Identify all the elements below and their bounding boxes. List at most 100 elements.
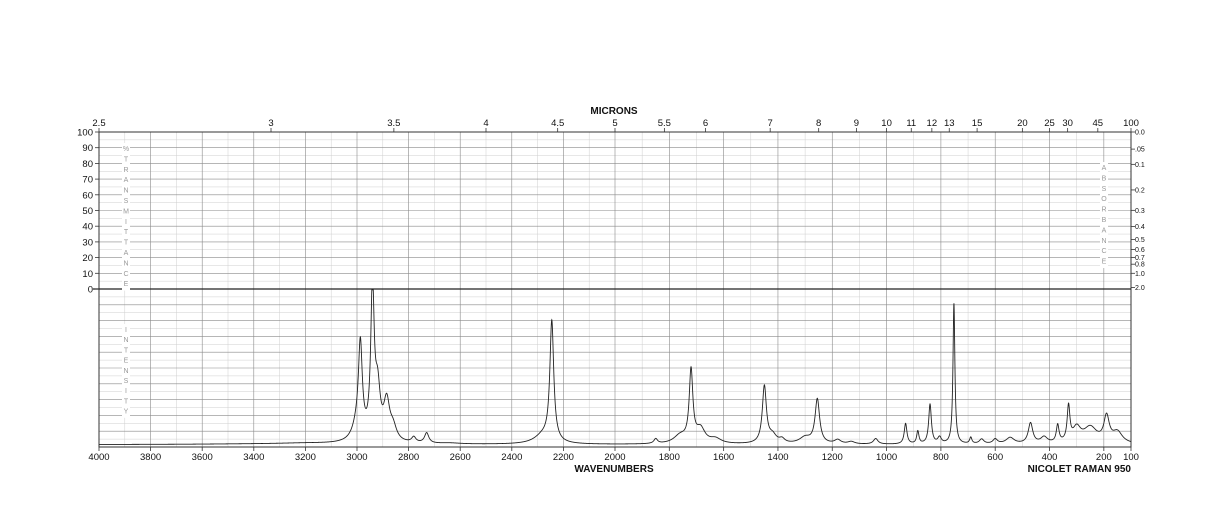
absorbance-label-letter: B xyxy=(1102,175,1107,182)
transmittance-tick-label: 20 xyxy=(82,253,93,264)
micron-tick-label: 100 xyxy=(1123,118,1139,129)
transmittance-tick-label: 0 xyxy=(88,285,93,296)
transmittance-label-letter: T xyxy=(124,156,129,163)
intensity-label-letter: N xyxy=(123,368,128,375)
transmittance-label-letter: S xyxy=(124,198,129,205)
transmittance-label-letter: N xyxy=(123,188,128,195)
absorbance-tick-label: 0.4 xyxy=(1135,224,1145,231)
micron-tick-label: 10 xyxy=(881,118,892,129)
x-tick-label: 2400 xyxy=(501,452,522,463)
wavenumber-axis: 4000 3800 3600 3400 3200 3000 2800 2600 2400 2200… xyxy=(88,447,1139,463)
transmittance-label-letter: E xyxy=(124,281,129,288)
x-tick-label: 2200 xyxy=(553,452,574,463)
transmittance-label-letter: N xyxy=(123,260,128,267)
intensity-label-letter: I xyxy=(125,388,127,395)
micron-tick-label: 6 xyxy=(703,118,708,129)
absorbance-tick-label: 0.1 xyxy=(1135,162,1145,169)
transmittance-label-letter: T xyxy=(124,240,129,247)
transmittance-tick-label: 90 xyxy=(82,143,93,154)
instrument-label: NICOLET RAMAN 950 xyxy=(1028,464,1132,475)
x-tick-label: 2000 xyxy=(604,452,625,463)
absorbance-axis: 0.0 .05 0.1 0.2 0.3 0.4 0.5 0.60.70.8 1.0 2.0 xyxy=(1131,130,1145,292)
transmittance-label-letter: M xyxy=(123,208,129,215)
absorbance-tick-label: .05 xyxy=(1135,147,1145,154)
x-tick-label: 1200 xyxy=(822,452,843,463)
absorbance-label-letter: A xyxy=(1102,227,1107,234)
micron-tick-label: 3 xyxy=(268,118,273,129)
transmittance-tick-label: 40 xyxy=(82,222,93,233)
micron-tick-label: 5.5 xyxy=(658,118,671,129)
micron-tick-label: 3.5 xyxy=(387,118,400,129)
absorbance-tick-label: 0.2 xyxy=(1135,187,1145,194)
transmittance-tick-label: 70 xyxy=(82,175,93,186)
microns-axis: 2.5 3 3.5 4 4.5 5 5.5 6 7 8 9 10 11 12 13 15 20 25 30 45 100 xyxy=(92,118,1139,132)
x-tick-label: 800 xyxy=(933,452,949,463)
absorbance-label-letter: O xyxy=(1101,196,1107,203)
transmittance-label-backdrop xyxy=(122,143,130,291)
micron-tick-label: 5 xyxy=(612,118,617,129)
x-tick-label: 1800 xyxy=(659,452,680,463)
micron-tick-label: 4 xyxy=(483,118,488,129)
micron-tick-label: 45 xyxy=(1093,118,1104,129)
micron-tick-label: 13 xyxy=(944,118,955,129)
micron-tick-label: 8 xyxy=(816,118,821,129)
x-tick-label: 3000 xyxy=(346,452,367,463)
intensity-label-backdrop xyxy=(122,324,130,418)
x-tick-label: 1000 xyxy=(876,452,897,463)
x-axis-label: WAVENUMBERS xyxy=(574,464,654,475)
micron-tick-label: 9 xyxy=(854,118,859,129)
intensity-label-letter: T xyxy=(124,347,129,354)
transmittance-label-letter: T xyxy=(124,229,129,236)
absorbance-label-letter: C xyxy=(1101,248,1106,255)
transmittance-label-letter: % xyxy=(123,146,129,153)
spectrum-series-line xyxy=(99,289,1132,445)
absorbance-tick-label: 0.0 xyxy=(1135,130,1145,137)
absorbance-label-letter: E xyxy=(1102,259,1107,266)
micron-tick-label: 4.5 xyxy=(551,118,564,129)
micron-tick-label: 2.5 xyxy=(92,118,105,129)
absorbance-label-letter: N xyxy=(1101,238,1106,245)
absorbance-tick-label: 0.7 xyxy=(1135,255,1145,262)
intensity-label-letter: N xyxy=(123,337,128,344)
x-tick-label: 1400 xyxy=(767,452,788,463)
transmittance-tick-label: 60 xyxy=(82,190,93,201)
transmittance-label-letter: A xyxy=(124,177,129,184)
x-tick-label: 1600 xyxy=(713,452,734,463)
micron-tick-label: 30 xyxy=(1062,118,1073,129)
x-tick-label: 200 xyxy=(1096,452,1112,463)
x-tick-label: 400 xyxy=(1042,452,1058,463)
absorbance-tick-label: 0.6 xyxy=(1135,247,1145,254)
micron-tick-label: 11 xyxy=(906,118,916,129)
micron-tick-label: 12 xyxy=(927,118,938,129)
x-tick-label: 2600 xyxy=(450,452,471,463)
x-tick-label: 3800 xyxy=(140,452,161,463)
intensity-label-letter: I xyxy=(125,327,127,334)
x-tick-label: 2800 xyxy=(398,452,419,463)
absorbance-tick-label: 0.3 xyxy=(1135,208,1145,215)
absorbance-tick-label: 1.0 xyxy=(1135,271,1145,278)
absorbance-tick-label: 0.8 xyxy=(1135,262,1145,269)
absorbance-label-letter: B xyxy=(1102,217,1107,224)
chart-title: MICRONS xyxy=(590,106,638,117)
intensity-label-letter: S xyxy=(124,378,129,385)
micron-tick-label: 25 xyxy=(1044,118,1055,129)
x-tick-label: 3600 xyxy=(192,452,213,463)
micron-tick-label: 15 xyxy=(972,118,983,129)
micron-tick-label: 20 xyxy=(1017,118,1028,129)
intensity-label-letter: T xyxy=(124,398,129,405)
x-tick-label: 600 xyxy=(987,452,1003,463)
absorbance-label-backdrop xyxy=(1100,162,1108,268)
x-tick-label: 100 xyxy=(1123,452,1139,463)
transmittance-tick-label: 100 xyxy=(77,128,93,139)
transmittance-label-letter: C xyxy=(123,271,128,278)
absorbance-tick-label: 2.0 xyxy=(1135,285,1145,292)
transmittance-tick-label: 10 xyxy=(82,269,93,280)
intensity-label-letter: Y xyxy=(124,409,129,416)
transmittance-tick-label: 80 xyxy=(82,159,93,170)
absorbance-tick-label: 0.5 xyxy=(1135,237,1145,244)
